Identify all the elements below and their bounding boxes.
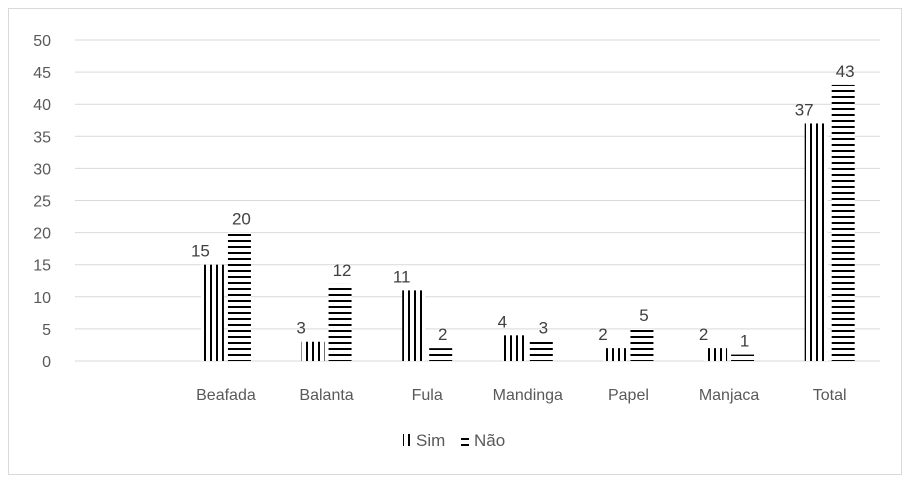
- data-label: 15: [191, 242, 210, 261]
- bar-nao-papel: [630, 328, 654, 361]
- x-tick-label: Fula: [412, 387, 443, 404]
- y-axis-ticks: 0 5 10 15 20 25 30 35 40 45 50: [33, 33, 51, 371]
- y-tick-label: 35: [33, 129, 51, 146]
- y-tick-label: 25: [33, 194, 51, 211]
- bar-sim-papel: [603, 348, 627, 361]
- bars: [200, 84, 855, 362]
- data-label: 1: [740, 332, 749, 351]
- y-tick-label: 10: [33, 290, 51, 307]
- x-tick-label: Mandinga: [493, 387, 563, 404]
- data-label: 2: [598, 325, 607, 344]
- legend-item-sim: Sim: [403, 431, 445, 450]
- x-tick-label: Beafada: [196, 387, 256, 404]
- bar-nao-total: [831, 84, 855, 361]
- data-label: 3: [539, 319, 548, 338]
- gridlines: [75, 39, 880, 362]
- legend-item-nao: Não: [461, 431, 505, 450]
- data-label: 3: [296, 319, 305, 338]
- bar-sim-beafada: [200, 264, 224, 361]
- bar-sim-fula: [402, 290, 426, 361]
- legend-swatch: [403, 434, 411, 446]
- y-tick-label: 40: [33, 97, 51, 114]
- y-tick-label: 0: [42, 354, 51, 371]
- bar-sim-mandinga: [502, 335, 526, 361]
- y-tick-label: 45: [33, 65, 51, 82]
- x-axis-ticks: Beafada Balanta Fula Mandinga Papel Manjaca To…: [196, 387, 846, 404]
- y-tick-label: 50: [33, 33, 51, 50]
- bar-nao-balanta: [328, 283, 352, 361]
- y-tick-label: 20: [33, 226, 51, 243]
- y-tick-label: 15: [33, 258, 51, 275]
- legend-swatch: [461, 434, 469, 446]
- y-tick-label: 30: [33, 161, 51, 178]
- y-tick-label: 5: [42, 322, 51, 339]
- bar-nao-fula: [429, 348, 453, 361]
- data-label: 2: [438, 325, 447, 344]
- data-label: 11: [393, 267, 411, 286]
- x-tick-label: Papel: [608, 387, 649, 404]
- legend: Sim Não: [403, 431, 505, 450]
- data-label: 5: [639, 306, 648, 325]
- data-label: 43: [836, 62, 855, 81]
- bar-nao-mandinga: [529, 341, 553, 361]
- x-tick-label: Manjaca: [699, 387, 760, 404]
- data-label: 4: [498, 312, 507, 331]
- bar-sim-balanta: [301, 341, 325, 361]
- x-tick-label: Total: [813, 387, 847, 404]
- chart-frame: [8, 8, 902, 475]
- data-label: 12: [333, 261, 352, 280]
- x-tick-label: Balanta: [299, 387, 353, 404]
- legend-label: Não: [474, 431, 505, 450]
- bar-nao-manjaca: [731, 354, 755, 361]
- bar-sim-total: [804, 123, 828, 362]
- data-label: 37: [795, 100, 814, 119]
- data-label: 2: [699, 325, 708, 344]
- bar-sim-manjaca: [704, 348, 728, 361]
- bar-nao-beafada: [227, 232, 251, 361]
- data-label: 20: [232, 210, 251, 229]
- legend-label: Sim: [416, 431, 445, 450]
